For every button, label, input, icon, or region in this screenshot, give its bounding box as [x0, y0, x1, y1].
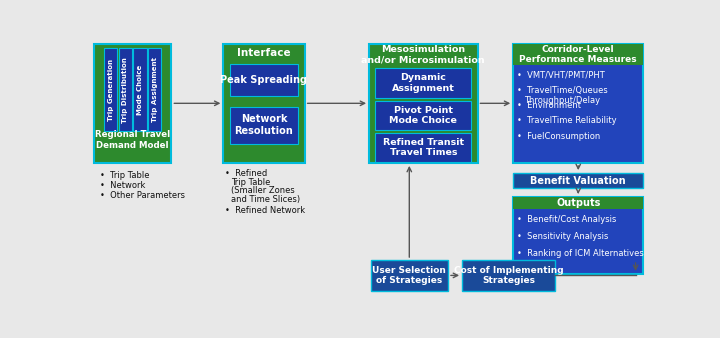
Text: User Selection
of Strategies: User Selection of Strategies	[372, 266, 446, 285]
Text: Refined Transit
Travel Times: Refined Transit Travel Times	[383, 138, 464, 157]
Text: •  TravelTime/Queues
Throughput/Delay: • TravelTime/Queues Throughput/Delay	[517, 86, 608, 105]
FancyBboxPatch shape	[375, 101, 472, 130]
Text: •  Other Parameters: • Other Parameters	[100, 191, 185, 200]
FancyBboxPatch shape	[230, 64, 299, 96]
FancyBboxPatch shape	[513, 44, 644, 163]
Text: Trip Table: Trip Table	[231, 178, 271, 187]
FancyBboxPatch shape	[223, 44, 305, 163]
Text: •  TravelTime Reliability: • TravelTime Reliability	[517, 116, 616, 125]
Text: •  Trip Table: • Trip Table	[100, 171, 150, 180]
Text: Trip Generation: Trip Generation	[107, 59, 114, 121]
Text: •  Sensitivity Analysis: • Sensitivity Analysis	[517, 232, 608, 241]
Text: •  FuelConsumption: • FuelConsumption	[517, 132, 600, 141]
Text: Mesosimulation
and/or Microsimulation: Mesosimulation and/or Microsimulation	[361, 45, 485, 64]
Text: and Time Slices): and Time Slices)	[231, 195, 300, 203]
FancyBboxPatch shape	[513, 44, 644, 65]
Text: •  VMT/VHT/PMT/PHT: • VMT/VHT/PMT/PHT	[517, 71, 605, 79]
Text: •  Benefit/Cost Analysis: • Benefit/Cost Analysis	[517, 215, 616, 224]
FancyBboxPatch shape	[104, 48, 117, 131]
Text: Outputs: Outputs	[556, 198, 600, 208]
FancyBboxPatch shape	[133, 48, 147, 131]
FancyBboxPatch shape	[462, 260, 555, 291]
Text: •  Refined Network: • Refined Network	[225, 206, 305, 215]
Text: •  Environment: • Environment	[517, 101, 581, 110]
FancyBboxPatch shape	[148, 48, 161, 131]
FancyBboxPatch shape	[94, 44, 171, 163]
Text: Corridor-Level
Performance Measures: Corridor-Level Performance Measures	[519, 45, 637, 64]
FancyBboxPatch shape	[371, 260, 448, 291]
FancyBboxPatch shape	[513, 173, 644, 188]
Text: •  Refined: • Refined	[225, 169, 267, 178]
FancyBboxPatch shape	[513, 197, 644, 209]
FancyBboxPatch shape	[119, 48, 132, 131]
Text: (Smaller Zones: (Smaller Zones	[231, 186, 294, 195]
FancyBboxPatch shape	[375, 133, 472, 162]
Text: Dynamic
Assignment: Dynamic Assignment	[392, 73, 455, 93]
FancyBboxPatch shape	[375, 68, 472, 98]
Text: Trip Distribution: Trip Distribution	[122, 57, 128, 123]
Text: Mode Choice: Mode Choice	[137, 65, 143, 115]
Text: •  Network: • Network	[100, 181, 145, 190]
Text: •  Ranking of ICM Alternatives: • Ranking of ICM Alternatives	[517, 249, 644, 258]
Text: Pivot Point
Mode Choice: Pivot Point Mode Choice	[390, 105, 457, 125]
FancyBboxPatch shape	[230, 107, 299, 144]
Text: Trip Assignment: Trip Assignment	[152, 57, 158, 122]
Text: Regional Travel
Demand Model: Regional Travel Demand Model	[95, 130, 170, 150]
Text: Interface: Interface	[237, 48, 291, 58]
Text: Benefit Valuation: Benefit Valuation	[531, 176, 626, 186]
FancyBboxPatch shape	[369, 44, 477, 163]
Text: Peak Spreading: Peak Spreading	[220, 75, 307, 85]
Text: Cost of Implementing
Strategies: Cost of Implementing Strategies	[454, 266, 563, 285]
FancyBboxPatch shape	[513, 197, 644, 274]
Text: Network
Resolution: Network Resolution	[235, 115, 293, 136]
